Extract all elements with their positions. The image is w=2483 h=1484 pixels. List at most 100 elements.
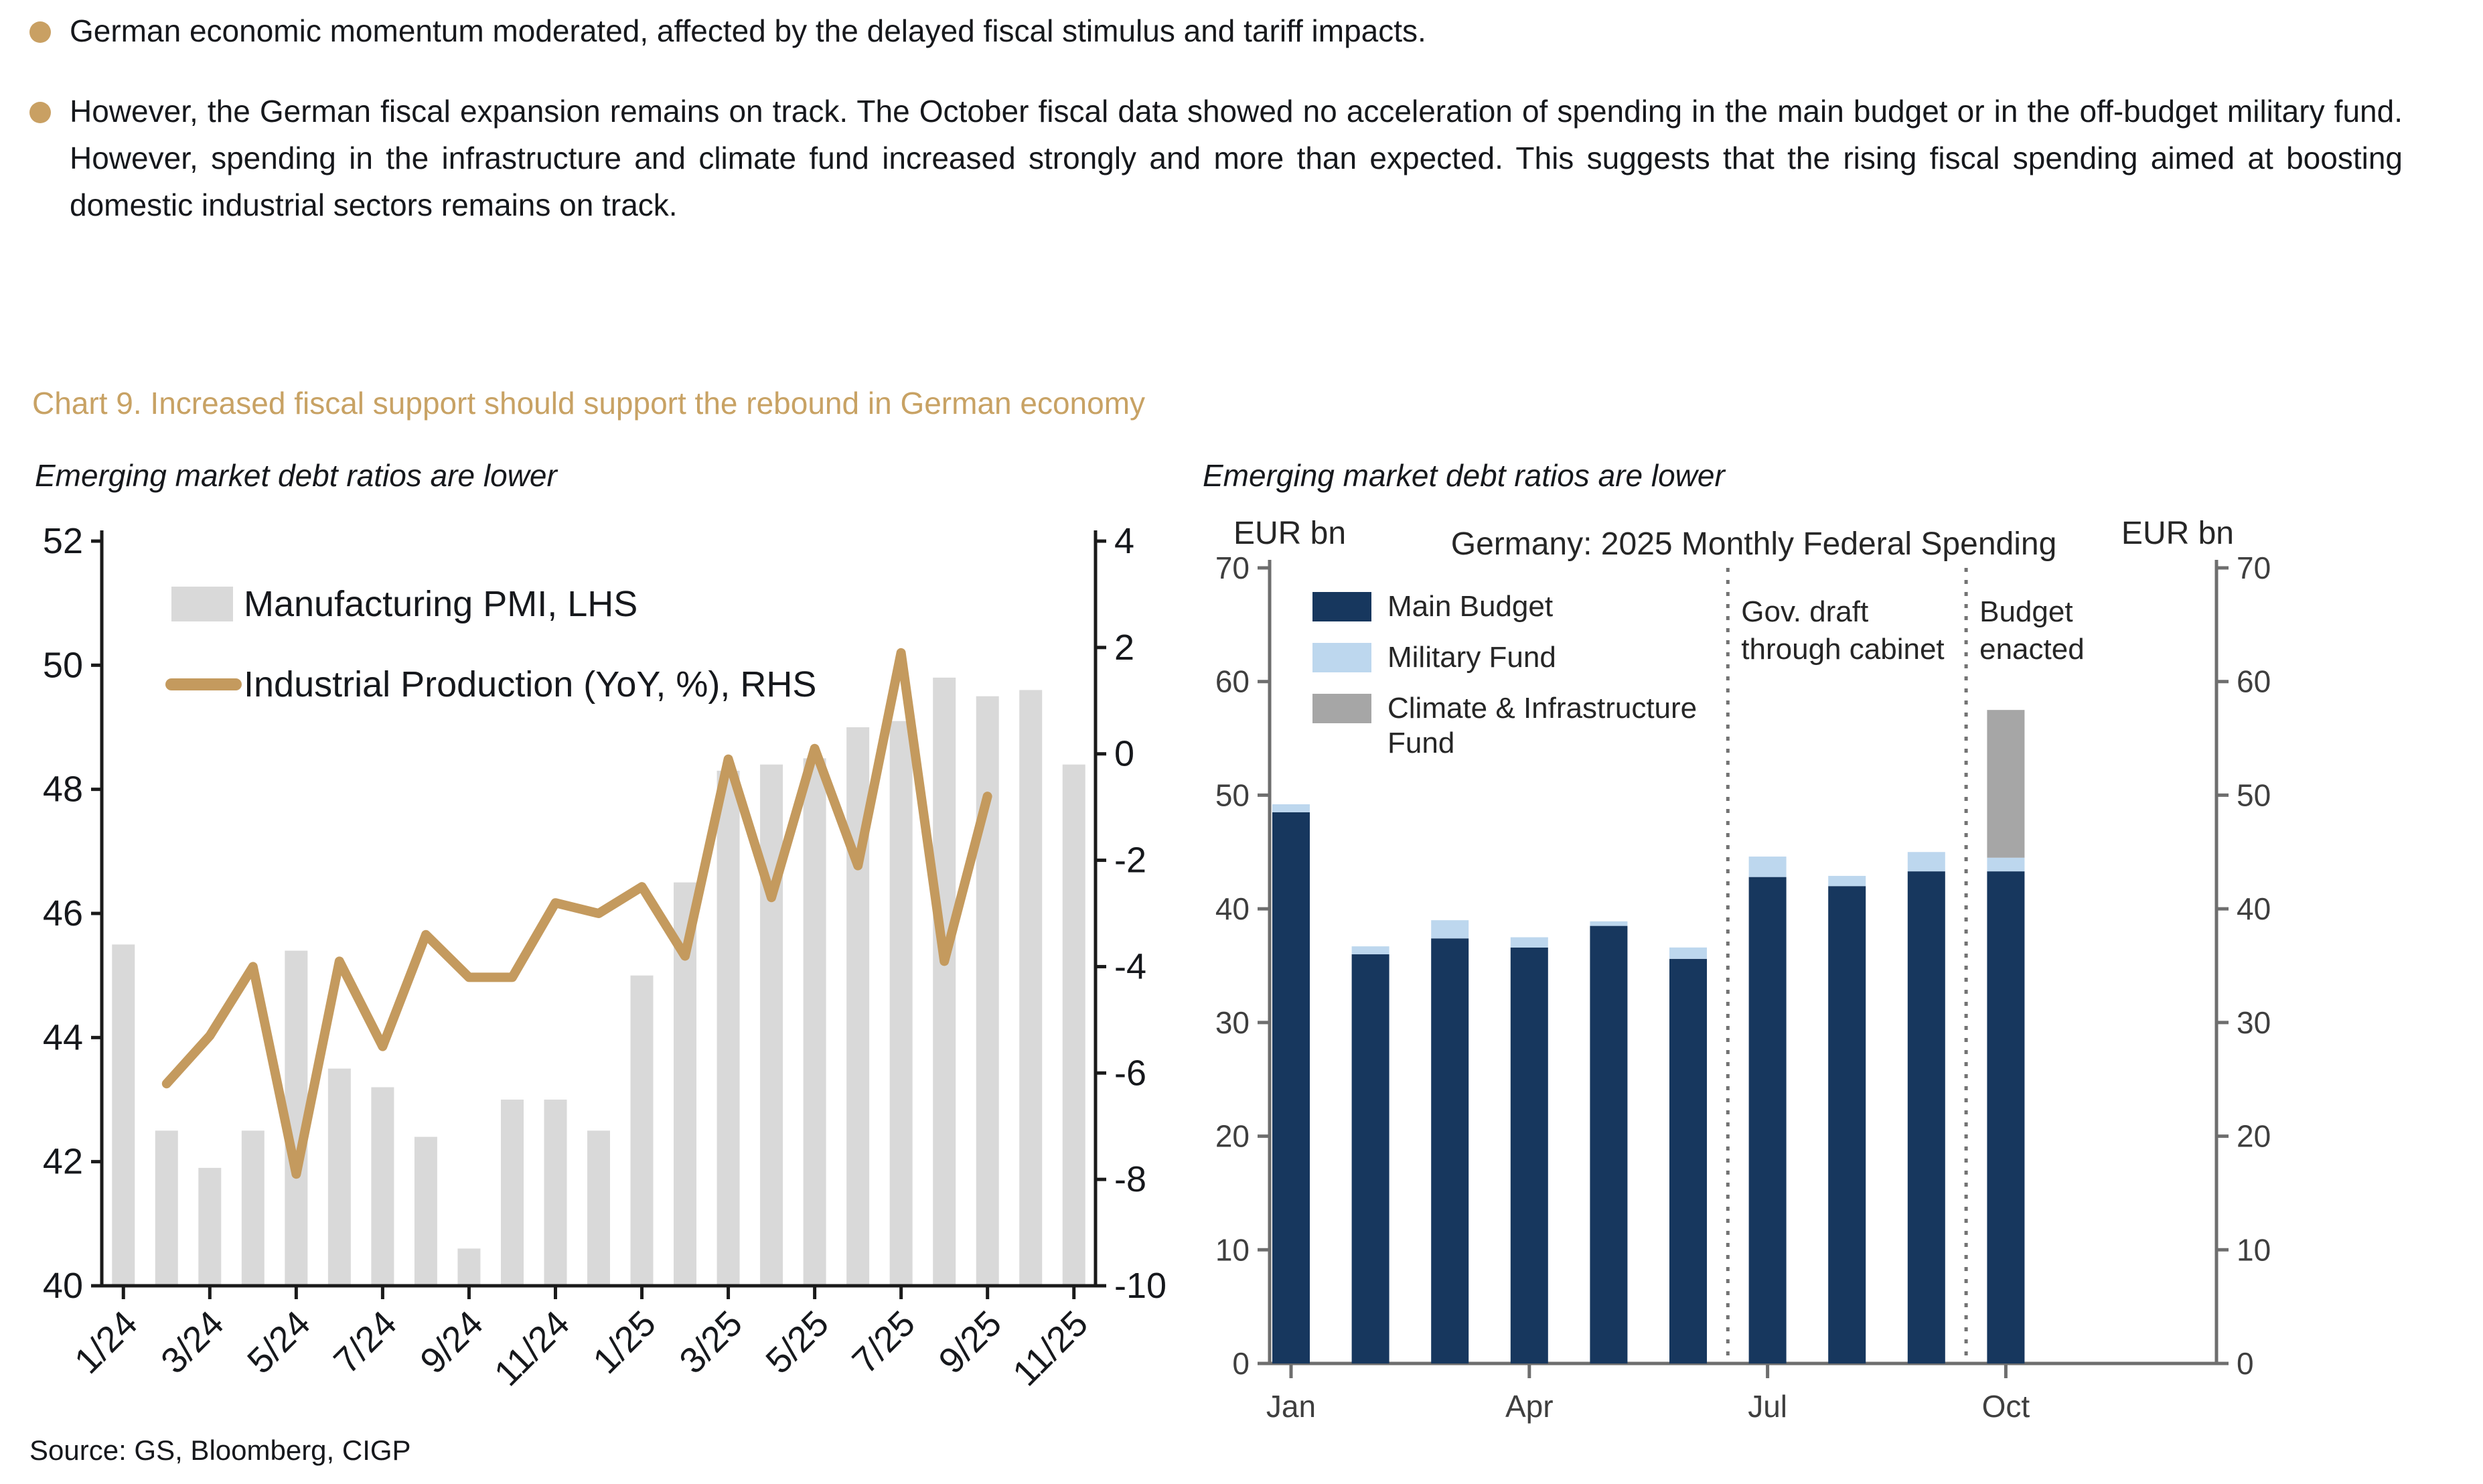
x-axis-tick-label: 1/24: [67, 1303, 145, 1382]
left-axis-tick-label: 46: [43, 893, 83, 934]
spending-bar-segment: [1669, 958, 1707, 1363]
left-axis-tick-label: 30: [1215, 1005, 1250, 1040]
spending-bar-segment: [1431, 920, 1469, 939]
legend-label: Climate & Infrastructure: [1387, 692, 1697, 725]
pmi-bar: [155, 1130, 178, 1286]
spending-bar-segment: [1272, 812, 1310, 1363]
left-axis-tick-label: 44: [43, 1017, 83, 1057]
x-axis-tick-label: 11/24: [487, 1303, 577, 1394]
spending-bar-segment: [1987, 871, 2025, 1363]
bullet-item: However, the German fiscal expansion rem…: [29, 88, 2403, 229]
left-axis-tick-label: 40: [1215, 891, 1250, 926]
pmi-bar: [803, 758, 826, 1286]
left-axis-tick-label: 52: [43, 521, 83, 561]
pmi-bar: [976, 696, 999, 1286]
right-axis-tick-label: 0: [1114, 734, 1134, 774]
spending-bar-segment: [1272, 804, 1310, 812]
right-axis-tick-label: 0: [2237, 1346, 2254, 1381]
right-axis-tick-label: 4: [1114, 521, 1134, 561]
pmi-bar: [371, 1087, 394, 1286]
annotation-label: Gov. draft: [1741, 595, 1868, 628]
x-axis-tick-label: 3/24: [153, 1303, 232, 1382]
bullet-text: German economic momentum moderated, affe…: [70, 13, 1426, 48]
spending-bar-segment: [1351, 954, 1389, 1363]
legend-swatch: [1312, 643, 1371, 672]
bullet-item: German economic momentum moderated, affe…: [29, 8, 2403, 55]
pmi-bar: [717, 770, 740, 1286]
right-axis-tick-label: -4: [1114, 946, 1146, 986]
legend-swatch: [1312, 694, 1371, 723]
pmi-bar: [630, 975, 654, 1286]
left-axis-tick-label: 70: [1215, 550, 1250, 585]
right-axis-tick-label: -2: [1114, 840, 1146, 881]
x-axis-tick-label: 9/25: [931, 1303, 1009, 1382]
bullet-text: However, the German fiscal expansion rem…: [70, 94, 2403, 222]
pmi-bar: [889, 721, 913, 1286]
x-axis-tick-label: Jul: [1748, 1389, 1787, 1424]
pmi-bar: [544, 1100, 567, 1286]
charts-row: Emerging market debt ratios are lower 52…: [0, 458, 2483, 1438]
right-chart-axes: 0 0 10 10 20 20 30 30 40 40 50 50 60 60 70 70 Jan Apr Jul O…: [1215, 550, 2271, 1424]
pmi-ip-chart: Emerging market debt ratios are lower 52…: [35, 458, 1176, 1438]
left-chart-legend: Manufacturing PMI, LHS Industrial Product…: [165, 584, 816, 704]
left-axis-tick-label: 10: [1215, 1232, 1250, 1267]
legend-label: Main Budget: [1387, 590, 1553, 623]
pmi-bar: [1062, 764, 1085, 1286]
right-axis-tick-label: 50: [2237, 777, 2271, 812]
right-chart-legend: Main Budget Military Fund Climate & Infras…: [1312, 590, 1697, 759]
pmi-bar: [1019, 690, 1043, 1286]
spending-bar-segment: [1590, 925, 1628, 1363]
x-axis-tick-label: 9/24: [412, 1303, 491, 1382]
x-axis-tick-label: 5/25: [758, 1303, 836, 1382]
annotation-label: enacted: [1979, 633, 2085, 666]
federal-spending-chart-canvas: 0 0 10 10 20 20 30 30 40 40 50 50 60 60 70 70 Jan Apr Jul O…: [1215, 516, 2271, 1424]
legend-swatch: [1312, 592, 1371, 621]
left-axis-tick-label: 48: [43, 769, 83, 810]
left-axis-unit-label: EUR bn: [1233, 516, 1346, 551]
left-axis-tick-label: 20: [1215, 1119, 1250, 1154]
x-axis-tick-label: 11/25: [1005, 1303, 1096, 1394]
pmi-bar: [241, 1130, 265, 1286]
chart-section-title: Chart 9. Increased fiscal support should…: [32, 386, 1146, 421]
right-axis-tick-label: -6: [1114, 1053, 1146, 1093]
legend-label: Fund: [1387, 727, 1454, 759]
spending-bar-segment: [1907, 852, 1945, 872]
left-axis-tick-label: 50: [1215, 777, 1250, 812]
right-axis-tick-label: 20: [2237, 1119, 2271, 1154]
pmi-bar: [198, 1167, 222, 1286]
spending-bars: [1272, 710, 2025, 1363]
left-axis-tick-label: 42: [43, 1142, 83, 1182]
legend-swatch-pmi: [171, 587, 233, 621]
bullet-icon: [29, 21, 51, 43]
federal-spending-chart: Emerging market debt ratios are lower 0 0…: [1176, 458, 2381, 1438]
right-axis-tick-label: 60: [2237, 664, 2271, 699]
source-note: Source: GS, Bloomberg, CIGP: [29, 1436, 411, 1467]
spending-bar-segment: [1987, 710, 2025, 858]
spending-bar-segment: [1828, 886, 1866, 1363]
industrial-production-line: [161, 648, 992, 1179]
spending-bar-segment: [1351, 946, 1389, 955]
x-axis-tick-label: 5/24: [240, 1303, 318, 1382]
left-axis-tick-label: 50: [43, 645, 83, 685]
right-axis-tick-label: -10: [1114, 1266, 1167, 1306]
left-chart-subtitle: Emerging market debt ratios are lower: [35, 458, 557, 493]
right-axis-tick-label: 30: [2237, 1005, 2271, 1040]
annotations: Gov. draft through cabinet Budget enacted: [1726, 568, 2085, 1363]
left-axis-tick-label: 60: [1215, 664, 1250, 699]
x-axis-tick-label: 7/25: [844, 1303, 923, 1382]
x-axis-tick-label: Jan: [1266, 1389, 1316, 1424]
right-axis-tick-label: 70: [2237, 550, 2271, 585]
annotation-label: Budget: [1979, 595, 2073, 628]
right-axis-tick-label: 2: [1114, 627, 1134, 668]
x-axis-tick-label: 1/25: [585, 1303, 664, 1382]
pmi-bar: [112, 944, 135, 1286]
pmi-bar: [457, 1248, 481, 1286]
spending-bar-segment: [1748, 857, 1787, 877]
left-axis-tick-label: 40: [43, 1266, 83, 1306]
right-axis-tick-label: 40: [2237, 891, 2271, 926]
pmi-bar: [933, 677, 956, 1286]
spending-bar-segment: [1510, 937, 1548, 948]
right-chart-subtitle: Emerging market debt ratios are lower: [1203, 458, 1725, 493]
left-axis-tick-label: 0: [1232, 1346, 1250, 1381]
